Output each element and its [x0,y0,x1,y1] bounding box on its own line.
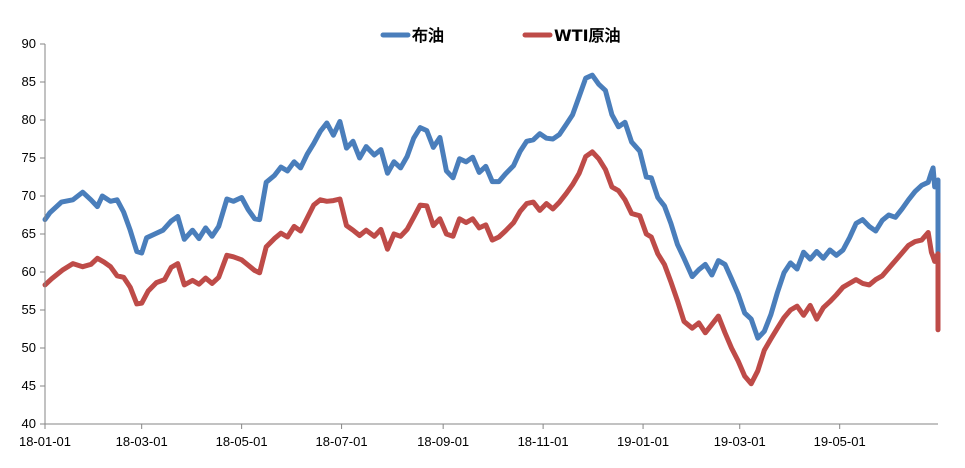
y-tick-label: 40 [22,416,36,431]
y-tick-label: 90 [22,36,36,51]
y-tick-label: 50 [22,340,36,355]
x-tick-label: 18-05-01 [216,434,268,449]
y-tick-label: 75 [22,150,36,165]
x-tick-label: 18-11-01 [518,434,569,449]
series-line-wti [42,149,941,387]
y-tick-label: 45 [22,378,36,393]
y-tick-label: 85 [22,74,36,89]
y-tick-label: 70 [22,188,36,203]
x-tick-label: 19-05-01 [814,434,866,449]
x-tick-label: 18-07-01 [316,434,368,449]
y-tick-label: 65 [22,226,36,241]
x-axis-ticks: 18-01-01 18-03-01 18-05-01 18-07-01 18-09-01… [19,424,866,449]
legend: 布油 WTI原油 [380,26,621,45]
y-tick-label: 55 [22,302,36,317]
x-tick-label: 19-03-01 [714,434,766,449]
x-tick-label: 18-09-01 [417,434,469,449]
y-tick-label: 80 [22,112,36,127]
x-tick-label: 19-01-01 [617,434,669,449]
series-lines [42,72,941,387]
legend-label: 布油 [412,26,444,45]
legend-label: WTI原油 [554,26,621,45]
x-tick-label: 18-01-01 [19,434,71,449]
y-tick-label: 60 [22,264,36,279]
x-tick-label: 18-03-01 [116,434,168,449]
y-axis-ticks: 40 45 50 55 60 65 70 75 80 85 90 [22,36,45,431]
series-line-brent [42,72,941,341]
